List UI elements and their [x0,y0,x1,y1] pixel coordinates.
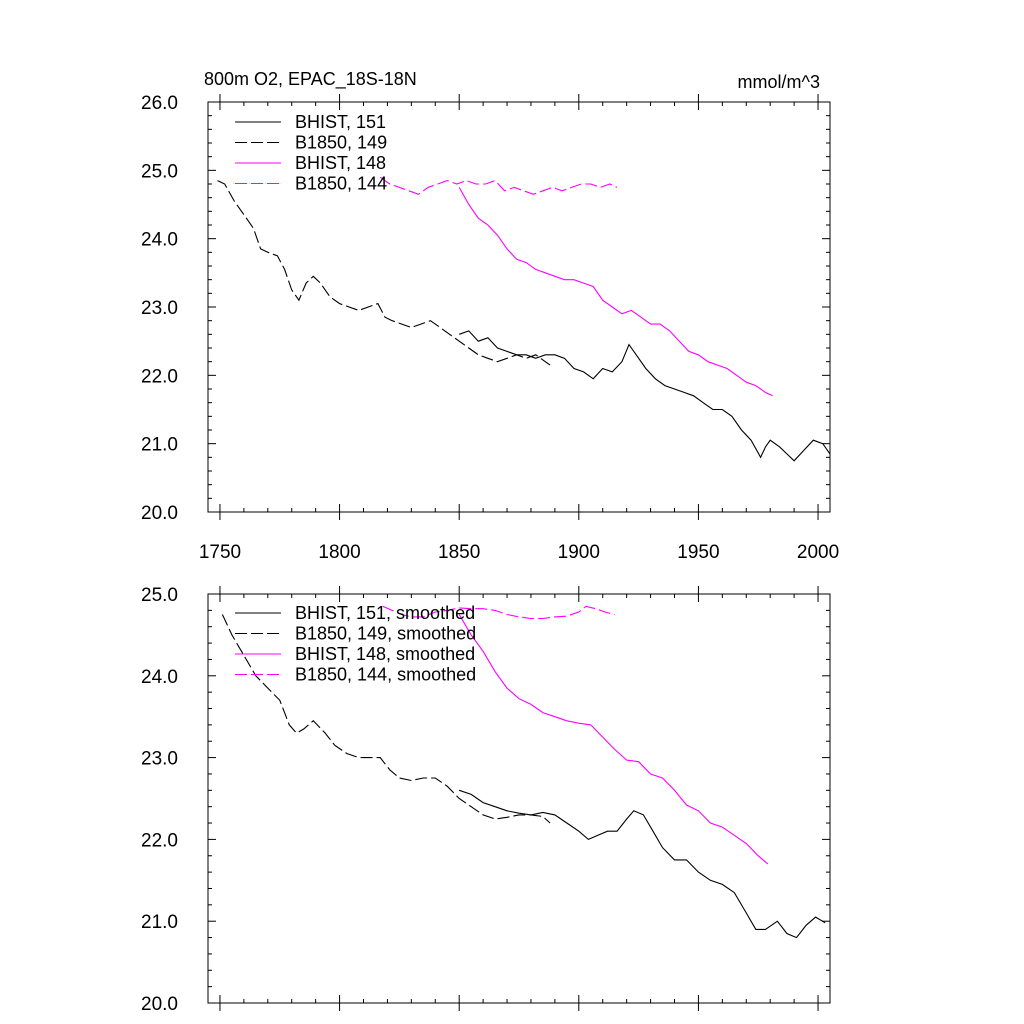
units-label: mmol/m^3 [738,72,820,92]
y-tick-label: 21.0 [141,435,178,456]
y-tick-label: 21.0 [141,912,178,933]
series-line-2 [217,180,551,366]
x-tick-label: 1750 [199,542,241,563]
x-tick-label: 1900 [558,542,600,563]
x-tick-label: 2000 [797,542,839,563]
series-line-4 [382,605,615,620]
series-line-1 [459,330,831,462]
chart-title: 800m O2, EPAC_18S-18N [204,69,417,90]
series-line-2 [221,614,551,824]
y-tick-label: 26.0 [141,93,178,114]
y-tick-label: 24.0 [141,667,178,688]
series-line-3 [458,187,773,397]
legend-label: BHIST, 151 [295,112,386,132]
legend-label: B1850, 149, smoothed [295,624,476,644]
y-tick-label: 23.0 [141,749,178,770]
y-tick-label: 23.0 [141,298,178,319]
y-tick-label: 22.0 [141,830,178,851]
legend-label: B1850, 149 [295,133,387,153]
x-tick-label: 1950 [677,542,719,563]
y-tick-label: 22.0 [141,366,178,387]
legend-label: BHIST, 151, smoothed [295,603,475,623]
y-tick-label: 24.0 [141,230,178,251]
series-line-1 [459,789,826,939]
legend-label: B1850, 144 [295,174,387,194]
y-tick-label: 20.0 [141,503,178,524]
series-line-4 [379,176,618,195]
chart-panel-1: 20.0 21.0 22.0 23.0 24.0 25.0 26.0 1750 1800 1850… [141,69,839,563]
x-tick-label: 1850 [438,542,480,563]
y-tick-label: 20.0 [141,994,178,1015]
legend-label: B1850, 144, smoothed [295,665,476,685]
x-tick-label: 1800 [318,542,360,563]
chart-panel-2: 20.0 21.0 22.0 23.0 24.0 25.0 BHIST, 151, smoo… [141,585,831,1015]
y-tick-label: 25.0 [141,161,178,182]
plot-frame [207,593,831,1004]
legend-label: BHIST, 148, smoothed [295,644,475,664]
y-tick-label: 25.0 [141,585,178,606]
series-line-3 [458,614,769,865]
legend-label: BHIST, 148 [295,153,386,173]
